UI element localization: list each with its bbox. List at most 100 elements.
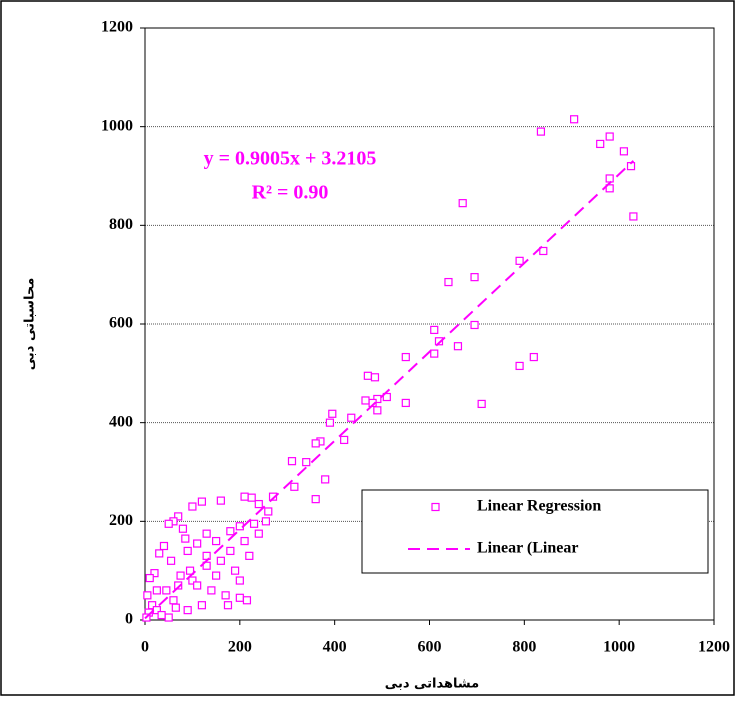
point	[202, 529, 211, 538]
point	[311, 439, 320, 448]
point	[185, 566, 195, 575]
equation: y = 0.9005x + 3.2105	[204, 148, 377, 170]
point	[221, 591, 230, 600]
point	[302, 458, 311, 467]
legend-marker	[431, 502, 440, 512]
point	[150, 569, 159, 578]
point	[193, 581, 202, 590]
point	[434, 337, 444, 346]
point	[347, 413, 356, 422]
point	[290, 482, 299, 491]
y-tick-label: 400	[109, 413, 133, 430]
y-tick-label: 800	[109, 216, 133, 233]
point	[264, 507, 273, 516]
point	[223, 601, 233, 610]
legend-label: Linear Regression	[477, 498, 601, 515]
point	[430, 349, 439, 358]
point	[188, 502, 197, 511]
point	[382, 392, 391, 402]
point	[242, 596, 252, 605]
point	[254, 529, 263, 538]
point	[458, 199, 467, 208]
r-squared: R² = 0.90	[252, 182, 329, 204]
x-tick-label: 0	[141, 639, 149, 656]
point	[212, 571, 221, 580]
point	[171, 603, 180, 612]
point	[164, 613, 173, 622]
point	[193, 539, 202, 548]
point	[226, 546, 235, 556]
point	[605, 184, 614, 193]
x-tick-label: 200	[228, 639, 252, 656]
point	[202, 561, 211, 570]
point	[629, 212, 638, 221]
point	[178, 524, 188, 533]
point	[157, 610, 166, 620]
point	[328, 409, 337, 418]
point	[470, 273, 479, 282]
x-axis-label: مشاهداتی دبی	[385, 677, 479, 692]
point	[212, 536, 221, 546]
point	[240, 492, 249, 501]
trend-line	[144, 160, 635, 620]
point	[245, 551, 254, 560]
x-tick-label: 1200	[698, 639, 730, 656]
point	[515, 256, 524, 265]
point	[261, 517, 271, 526]
point	[247, 493, 256, 502]
point	[287, 457, 297, 466]
point	[321, 475, 330, 484]
point	[619, 147, 629, 156]
point	[515, 361, 524, 371]
point	[539, 246, 548, 256]
point	[169, 596, 178, 605]
point	[249, 519, 259, 528]
point	[197, 497, 206, 506]
point	[453, 342, 463, 351]
y-axis-label: محاسباتی دبی	[23, 278, 38, 371]
point	[370, 373, 380, 382]
point	[162, 586, 171, 595]
point	[325, 418, 335, 427]
point	[176, 571, 185, 580]
point	[181, 534, 190, 543]
point	[174, 512, 183, 521]
y-tick-label: 200	[109, 512, 133, 529]
point	[340, 435, 349, 445]
point	[183, 546, 192, 556]
point	[216, 556, 225, 565]
point	[605, 132, 614, 141]
point	[373, 406, 382, 415]
point	[152, 586, 161, 595]
point	[159, 541, 169, 551]
point	[143, 591, 152, 600]
point	[363, 371, 372, 380]
point	[570, 115, 579, 124]
point	[155, 549, 164, 558]
point	[166, 556, 176, 565]
point	[401, 398, 410, 408]
point	[605, 174, 614, 183]
x-tick-label: 800	[512, 639, 536, 656]
point	[596, 139, 605, 149]
point	[188, 576, 197, 585]
point	[470, 320, 479, 330]
point	[230, 566, 240, 575]
point	[444, 277, 453, 287]
point	[235, 576, 244, 585]
y-tick-label: 1200	[101, 19, 133, 36]
point	[268, 492, 278, 501]
y-tick-label: 1000	[101, 117, 133, 134]
legend-box	[361, 489, 709, 574]
point	[254, 499, 263, 509]
point	[164, 519, 173, 528]
point	[401, 352, 410, 362]
point	[430, 325, 439, 335]
point	[529, 352, 538, 362]
point	[174, 581, 183, 590]
point	[235, 593, 244, 602]
point	[183, 606, 192, 615]
y-tick-label: 600	[109, 315, 133, 332]
